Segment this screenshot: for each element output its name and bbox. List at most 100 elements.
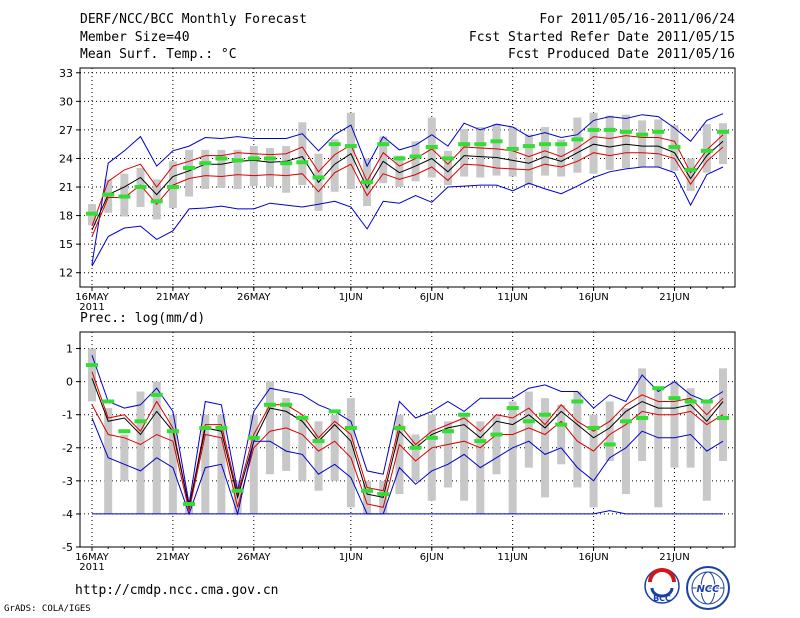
spread-box bbox=[605, 401, 614, 461]
source-url: http://cmdp.ncc.cma.gov.cn bbox=[75, 583, 279, 598]
observed-marker bbox=[102, 399, 115, 404]
y-tick-label: 24 bbox=[59, 152, 73, 165]
x-tick-label: 16JUN bbox=[578, 552, 608, 563]
observed-marker bbox=[118, 194, 131, 199]
observed-marker bbox=[86, 363, 98, 368]
observed-marker bbox=[684, 399, 697, 404]
observed-marker bbox=[441, 156, 454, 161]
spread-box bbox=[265, 381, 274, 475]
y-tick-label: 18 bbox=[59, 210, 73, 223]
observed-marker bbox=[263, 402, 276, 407]
spread-box bbox=[719, 368, 727, 461]
chart-title: DERF/NCC/BCC Monthly Forecast bbox=[80, 12, 307, 27]
y-tick-label: -5 bbox=[62, 541, 73, 554]
observed-marker bbox=[619, 419, 632, 424]
observed-marker bbox=[474, 142, 487, 147]
spread-box bbox=[508, 127, 517, 177]
y-tick-label: 1 bbox=[66, 343, 73, 356]
observed-marker bbox=[668, 396, 681, 401]
observed-marker bbox=[312, 439, 325, 444]
spread-box bbox=[363, 480, 372, 514]
spread-box bbox=[589, 112, 598, 174]
spread-box bbox=[282, 146, 291, 193]
observed-marker bbox=[603, 442, 616, 447]
observed-marker bbox=[183, 165, 196, 170]
observed-marker bbox=[571, 137, 584, 142]
spread-box bbox=[282, 398, 291, 471]
ncc-logo: NCC bbox=[686, 566, 730, 610]
observed-marker bbox=[425, 435, 438, 440]
x-tick-label: 1JUN bbox=[339, 292, 363, 303]
observed-marker bbox=[102, 192, 115, 197]
observed-marker bbox=[700, 399, 713, 404]
spread-box bbox=[621, 408, 630, 495]
observed-marker bbox=[150, 392, 163, 397]
series-mean-line bbox=[91, 378, 724, 508]
y-tick-label: 12 bbox=[59, 267, 73, 280]
observed-marker bbox=[652, 129, 665, 134]
x-tick-label: 16MAY bbox=[75, 292, 109, 303]
spread-box bbox=[395, 155, 404, 188]
forecast-produced: Fcst Produced Date 2011/05/16 bbox=[508, 47, 735, 62]
y-tick-label: 0 bbox=[66, 376, 73, 389]
bcc-logo-text: BCC bbox=[653, 594, 671, 603]
spread-box bbox=[686, 388, 695, 468]
observed-marker bbox=[215, 156, 228, 161]
y-tick-label: 21 bbox=[59, 181, 73, 194]
forecast-started: Fcst Started Refer Date 2011/05/15 bbox=[468, 30, 735, 45]
spread-box bbox=[249, 414, 258, 514]
observed-marker bbox=[86, 211, 98, 216]
observed-marker bbox=[280, 402, 293, 407]
y-tick-label: -4 bbox=[62, 508, 73, 521]
y-tick-label: -2 bbox=[62, 442, 73, 455]
spread-box bbox=[265, 147, 274, 188]
spread-box bbox=[233, 149, 242, 189]
series-min-line bbox=[91, 417, 724, 516]
observed-marker bbox=[555, 142, 568, 147]
spread-box bbox=[524, 391, 533, 468]
observed-marker bbox=[409, 445, 422, 450]
spread-box bbox=[346, 112, 355, 189]
y-tick-label: 27 bbox=[59, 124, 73, 137]
spread-box bbox=[702, 124, 711, 173]
observed-marker bbox=[328, 409, 341, 414]
observed-marker bbox=[571, 399, 584, 404]
observed-marker bbox=[280, 161, 293, 166]
series-mean-line bbox=[91, 140, 724, 231]
x-tick-label: 21MAY bbox=[156, 292, 190, 303]
spread-box bbox=[443, 421, 452, 488]
observed-marker bbox=[344, 144, 357, 149]
spread-box bbox=[589, 414, 598, 508]
x-tick-label: 6JUN bbox=[420, 292, 444, 303]
spread-box bbox=[88, 348, 96, 402]
series-lower-line bbox=[91, 146, 724, 237]
observed-marker bbox=[231, 488, 244, 493]
series-lower-line bbox=[91, 404, 724, 511]
x-tick-label: 26MAY bbox=[237, 552, 271, 563]
observed-marker bbox=[522, 144, 535, 149]
spread-box bbox=[654, 388, 663, 508]
bcc-logo-arc-red bbox=[648, 568, 676, 583]
x-tick-label: 21JUN bbox=[659, 552, 689, 563]
observed-marker bbox=[636, 132, 649, 137]
observed-marker bbox=[587, 425, 600, 430]
spread-box bbox=[573, 117, 582, 173]
observed-marker bbox=[183, 502, 196, 506]
observed-marker bbox=[118, 429, 131, 434]
observed-marker bbox=[377, 492, 390, 497]
observed-marker bbox=[263, 156, 276, 161]
observed-marker bbox=[247, 435, 260, 440]
observed-marker bbox=[717, 416, 729, 420]
member-size: Member Size=40 bbox=[80, 30, 190, 45]
x-tick-label: 21MAY bbox=[156, 552, 190, 563]
observed-marker bbox=[539, 412, 552, 417]
spread-box bbox=[621, 114, 630, 168]
observed-marker bbox=[199, 425, 212, 430]
plot-frame bbox=[79, 331, 736, 548]
observed-marker bbox=[684, 167, 697, 172]
spread-box bbox=[492, 414, 501, 475]
observed-marker bbox=[458, 412, 471, 417]
spread-box bbox=[120, 434, 129, 481]
